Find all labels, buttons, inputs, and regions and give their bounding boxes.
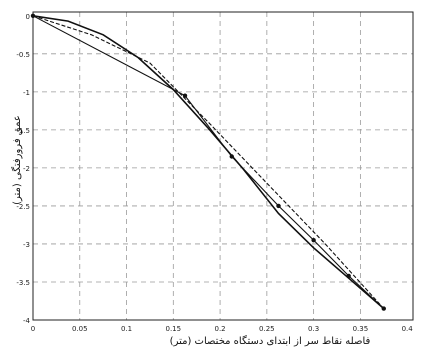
series-line-3 <box>32 15 385 309</box>
series-2-point <box>229 154 234 159</box>
y-axis-label: عمق فرورفتگی (متر) <box>11 115 23 205</box>
series-line-2 <box>32 15 385 310</box>
grid <box>33 12 413 320</box>
x-tick-label: 0.35 <box>353 325 369 333</box>
x-tick-label: 0 <box>31 325 35 333</box>
x-ticks: 0 0.05 0.1 0.15 0.2 0.25 0.3 0.35 0.4 <box>31 325 413 333</box>
series-2-point <box>311 237 316 243</box>
series-line-1 <box>32 15 385 310</box>
x-tick-label: 0.1 <box>121 325 132 333</box>
series-2-point <box>276 203 281 209</box>
x-tick-label: 0.05 <box>72 325 88 333</box>
y-tick-label: -0.5 <box>16 51 30 59</box>
x-tick-label: 0.15 <box>166 325 182 333</box>
y-tick-label: -3 <box>23 241 30 249</box>
y-tick-label: -3.5 <box>16 279 30 287</box>
x-tick-label: 0.25 <box>259 325 275 333</box>
y-tick-label: -4 <box>23 317 31 325</box>
series-2-point <box>346 273 351 279</box>
y-ticks: 0 -0.5 -1 -1.5 -2 -2.5 -3 -3.5 -4 <box>16 13 30 325</box>
x-tick-label: 0.4 <box>402 325 414 333</box>
x-axis-label: فاصله نقاط سر از ابتدای دستگاه مختصات (م… <box>170 335 371 347</box>
series-group <box>30 13 386 311</box>
y-tick-label: -2.5 <box>16 203 30 211</box>
plot-frame <box>32 11 414 321</box>
x-tick-label: 0.3 <box>308 325 319 333</box>
y-tick-label: 0 <box>26 13 30 21</box>
x-tick-label: 0.2 <box>215 325 226 333</box>
y-tick-label: -2 <box>23 165 30 173</box>
y-tick-label: -1 <box>23 89 30 97</box>
y-tick-label: -1.5 <box>16 127 30 135</box>
